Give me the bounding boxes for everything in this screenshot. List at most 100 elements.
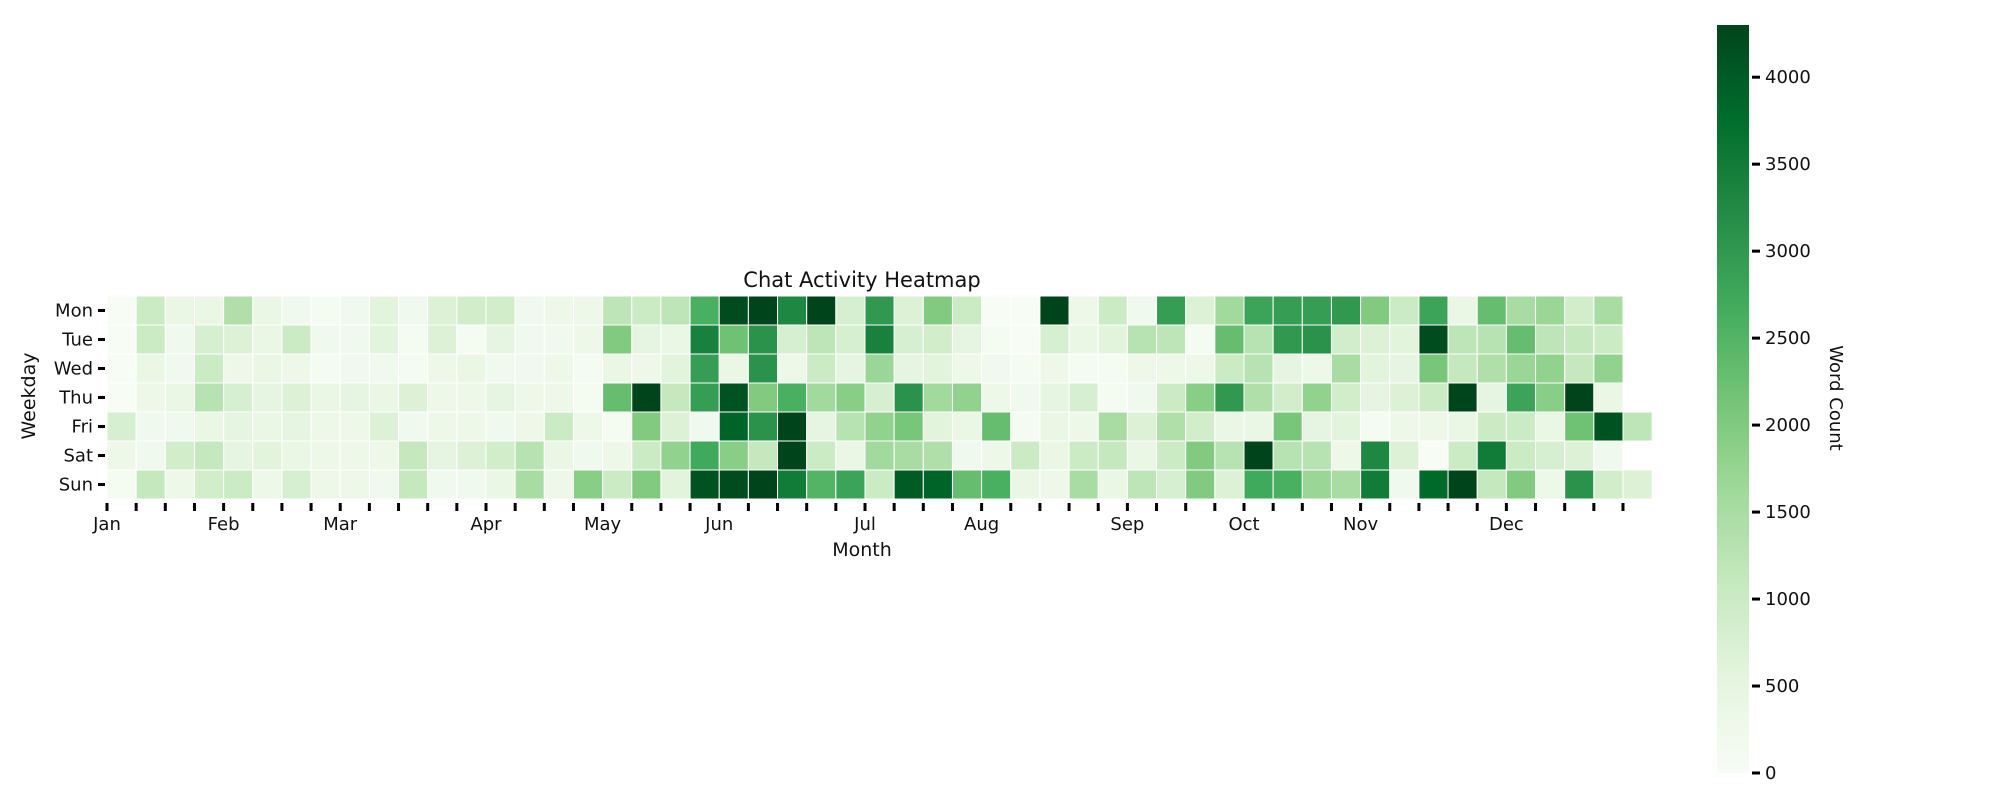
heatmap-cell [893,411,924,442]
heatmap-cell [223,440,254,471]
heatmap-cell [310,324,341,355]
heatmap-cell [164,324,195,355]
heatmap-cell [1564,353,1595,384]
heatmap-cell [981,440,1012,471]
heatmap-cell [339,440,370,471]
heatmap-cell [339,295,370,326]
heatmap-cell [456,382,487,413]
heatmap-cell [281,353,312,384]
heatmap-cell [747,440,779,471]
heatmap-cell [1505,411,1537,442]
heatmap-cell [398,353,429,384]
month-label: Oct [1228,514,1259,535]
heatmap-cell [1418,469,1449,500]
heatmap-cell [1535,353,1566,384]
heatmap-cell [1068,382,1099,413]
weekday-axis: Mon Tue Wed Thu Fri Sat Sun [54,301,105,496]
heatmap-cell [1214,411,1245,442]
heatmap-cell [514,382,545,413]
heatmap-cell [164,382,195,413]
heatmap-cell [951,411,983,442]
heatmap-cell [1564,324,1595,355]
heatmap-cell [106,353,137,384]
heatmap-cell [164,469,195,500]
heatmap-cell [1185,324,1216,355]
heatmap-cell [106,469,137,500]
heatmap-cell [1389,411,1420,442]
heatmap-cell [1126,469,1158,500]
heatmap-cell [1126,295,1158,326]
heatmap-cell [1068,411,1099,442]
heatmap-cell [310,469,341,500]
heatmap-cell [893,382,924,413]
heatmap-cell [572,469,604,500]
weekday-label: Fri [72,417,93,438]
heatmap-cell [1418,324,1449,355]
heatmap-cell [427,324,458,355]
heatmap-cell [193,353,225,384]
colorbar-tick-label: 1000 [1765,589,1811,610]
heatmap-cell [689,440,720,471]
heatmap-cell [164,440,195,471]
heatmap-cell [806,469,837,500]
heatmap-cell [864,353,895,384]
heatmap-cell [1243,411,1274,442]
heatmap-cell [543,469,574,500]
heatmap-cell [1535,440,1566,471]
heatmap-cell [777,324,808,355]
heatmap-cell [310,295,341,326]
colorbar-tick-label: 3000 [1765,241,1811,262]
heatmap-cell [689,353,720,384]
heatmap-cell [1214,353,1245,384]
heatmap-cell [1418,411,1449,442]
heatmap-cell [252,382,283,413]
heatmap-cell [1360,295,1391,326]
heatmap-cell [806,411,837,442]
heatmap-cell [1010,324,1041,355]
colorbar-tick-label: 1500 [1765,502,1811,523]
heatmap-cell [1097,469,1128,500]
heatmap-cell [835,353,866,384]
heatmap-cell [106,411,137,442]
heatmap-cell [368,382,400,413]
heatmap-cell [427,382,458,413]
heatmap-cell [1476,324,1507,355]
heatmap-cell [1301,324,1332,355]
heatmap-cell [1564,440,1595,471]
heatmap-cell [1156,353,1187,384]
heatmap-cell [281,440,312,471]
heatmap-cell [1447,411,1478,442]
y-axis-label: Weekday [18,352,40,439]
heatmap-cell [1243,440,1274,471]
heatmap-cell [1301,469,1332,500]
heatmap-cell [747,353,779,384]
heatmap-cell [310,411,341,442]
heatmap-cell [1272,382,1303,413]
heatmap-cell [602,382,633,413]
heatmap-cell [864,324,895,355]
heatmap-cell [835,469,866,500]
heatmap-cell [747,324,779,355]
heatmap-cell [1389,382,1420,413]
colorbar-tick-label: 4000 [1765,67,1811,88]
weekday-label: Sat [63,446,93,467]
heatmap-cell [1330,324,1362,355]
heatmap-cell [1564,469,1595,500]
heatmap-cell [1593,353,1624,384]
heatmap-cell [1301,382,1332,413]
heatmap-cell [339,353,370,384]
month-label: Jun [704,514,733,535]
heatmap-cell [193,295,225,326]
heatmap-cell [806,440,837,471]
heatmap-cell [1039,469,1070,500]
heatmap-cell [1476,353,1507,384]
heatmap-cell [1214,382,1245,413]
heatmap-cell [485,440,516,471]
heatmap-cell [1330,440,1362,471]
heatmap-cell [747,382,779,413]
heatmap-cell [1039,295,1070,326]
heatmap-cell [981,295,1012,326]
heatmap-cell [281,295,312,326]
heatmap-cell [1126,353,1158,384]
heatmap-cell [893,440,924,471]
